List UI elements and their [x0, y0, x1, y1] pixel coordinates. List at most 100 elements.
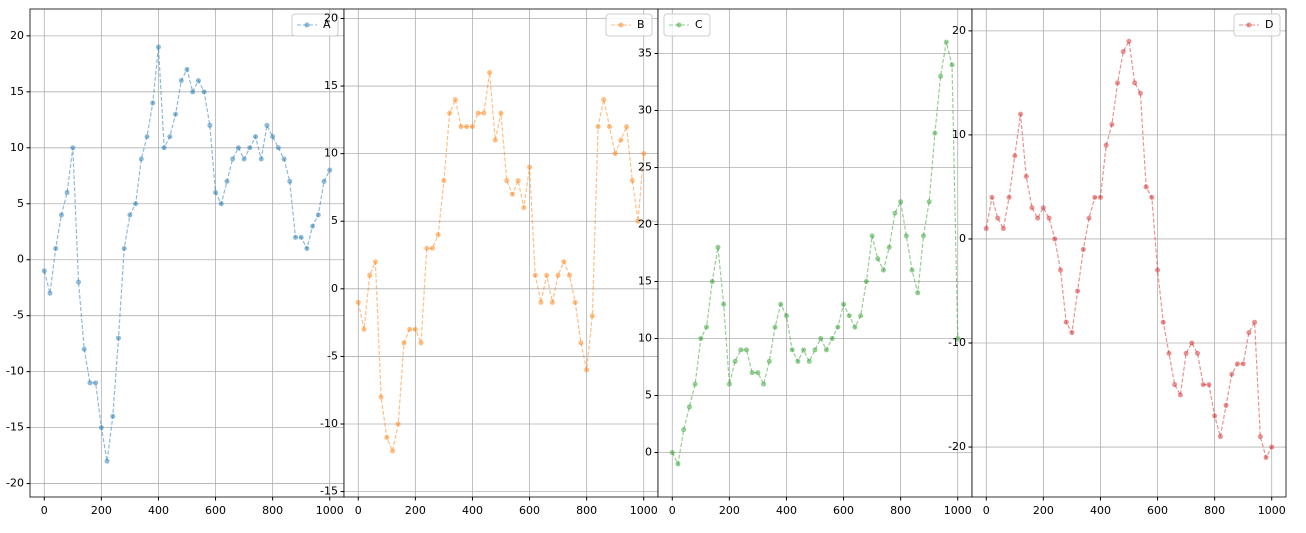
- point: [698, 336, 704, 342]
- point: [224, 178, 230, 184]
- point: [47, 290, 53, 296]
- point: [555, 272, 561, 278]
- point: [401, 340, 407, 346]
- point: [121, 246, 127, 252]
- point: [372, 259, 378, 265]
- legend-label: D: [1265, 18, 1273, 31]
- point: [875, 256, 881, 262]
- legend-label: B: [637, 18, 645, 31]
- point: [818, 336, 824, 342]
- point: [253, 134, 259, 140]
- point: [938, 73, 944, 79]
- point: [766, 358, 772, 364]
- point: [709, 279, 715, 285]
- point: [726, 381, 732, 387]
- point: [995, 215, 1001, 221]
- point: [241, 156, 247, 162]
- point: [487, 70, 493, 76]
- point: [469, 124, 475, 130]
- legend-label: A: [323, 18, 331, 31]
- plot-area: [30, 9, 344, 497]
- x-tick-label: 800: [890, 504, 911, 517]
- point: [812, 347, 818, 353]
- point: [407, 326, 413, 332]
- point: [732, 358, 738, 364]
- point: [1080, 246, 1086, 252]
- point: [115, 335, 121, 341]
- y-tick-label: 10: [952, 128, 966, 141]
- point: [218, 201, 224, 207]
- point: [190, 89, 196, 95]
- point: [572, 299, 578, 305]
- point: [1109, 121, 1115, 127]
- series-line: [671, 41, 959, 466]
- point: [195, 78, 201, 84]
- y-tick-label: 0: [17, 253, 24, 266]
- y-tick-label: 0: [645, 446, 652, 459]
- point: [1143, 184, 1149, 190]
- point: [561, 259, 567, 265]
- x-tick-label: 1000: [944, 504, 972, 517]
- x-tick-label: 0: [41, 504, 48, 517]
- x-tick-label: 0: [669, 504, 676, 517]
- point: [133, 201, 139, 207]
- point: [515, 178, 521, 184]
- point: [58, 212, 64, 218]
- point: [292, 234, 298, 240]
- point: [1052, 236, 1058, 242]
- x-tick-label: 200: [719, 504, 740, 517]
- point: [635, 218, 641, 224]
- legend: C: [663, 13, 711, 37]
- point: [1132, 80, 1138, 86]
- point: [1155, 267, 1161, 273]
- point: [441, 178, 447, 184]
- x-tick-label: 400: [776, 504, 797, 517]
- point: [715, 244, 721, 250]
- point: [1092, 194, 1098, 200]
- point: [920, 233, 926, 239]
- point: [532, 272, 538, 278]
- point: [178, 78, 184, 84]
- y-tick-label: 0: [331, 282, 338, 295]
- x-tick-label: 600: [205, 504, 226, 517]
- point: [841, 301, 847, 307]
- point: [755, 370, 761, 376]
- point: [1234, 361, 1240, 367]
- point: [235, 145, 241, 151]
- point: [892, 210, 898, 216]
- point: [1023, 174, 1029, 180]
- point: [412, 326, 418, 332]
- point: [76, 279, 82, 285]
- point: [686, 404, 692, 410]
- x-tick-label: 200: [405, 504, 426, 517]
- point: [213, 190, 219, 196]
- point: [207, 122, 213, 128]
- y-tick-label: -20: [6, 477, 24, 490]
- point: [806, 358, 812, 364]
- y-tick-label: -20: [948, 440, 966, 453]
- point: [390, 448, 396, 454]
- point: [201, 89, 207, 95]
- point: [458, 124, 464, 130]
- point: [1057, 267, 1063, 273]
- legend: B: [605, 13, 653, 37]
- y-tick-label: -5: [13, 309, 24, 322]
- point: [127, 212, 133, 218]
- point: [1120, 49, 1126, 55]
- x-tick-label: 600: [1147, 504, 1168, 517]
- point: [829, 336, 835, 342]
- point: [601, 97, 607, 103]
- point: [1269, 444, 1275, 450]
- point: [173, 111, 179, 117]
- y-tick-label: 10: [10, 141, 24, 154]
- point: [761, 381, 767, 387]
- point: [1018, 111, 1024, 117]
- y-tick-label: 15: [324, 79, 338, 92]
- point: [1006, 194, 1012, 200]
- point: [909, 267, 915, 273]
- y-tick-label: 35: [638, 46, 652, 59]
